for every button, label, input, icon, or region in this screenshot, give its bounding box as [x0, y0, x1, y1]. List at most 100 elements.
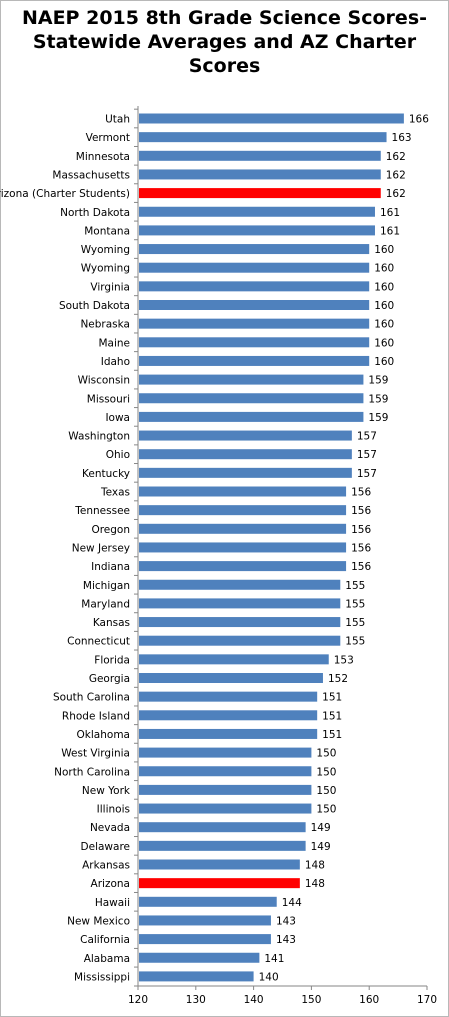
data-label: 151: [322, 710, 342, 722]
category-label: Kentucky: [82, 468, 130, 480]
bar: [139, 393, 364, 404]
category-label: Michigan: [83, 580, 130, 592]
category-label: Delaware: [81, 841, 130, 853]
bar: [139, 132, 387, 143]
bar: [139, 691, 318, 702]
category-label: New York: [82, 785, 131, 797]
bar: [139, 262, 370, 273]
category-label: North Dakota: [60, 207, 130, 219]
data-label: 152: [328, 673, 348, 685]
data-label: 156: [351, 542, 371, 554]
data-label: 161: [380, 225, 400, 237]
data-label: 161: [380, 207, 400, 219]
data-label: 140: [259, 971, 279, 983]
category-label: Idaho: [101, 356, 130, 368]
bar: [139, 505, 347, 516]
bar: [139, 617, 341, 628]
data-label: 159: [368, 375, 388, 387]
data-label: 148: [305, 878, 325, 890]
data-label: 157: [357, 431, 377, 443]
bar: [139, 542, 347, 553]
category-label: Nevada: [90, 822, 130, 834]
bar: [139, 840, 306, 851]
category-label: Indiana: [91, 561, 130, 573]
category-label: Oklahoma: [77, 729, 130, 741]
data-label: 155: [345, 636, 365, 648]
category-label: Rhode Island: [62, 710, 130, 722]
category-label: New Mexico: [67, 915, 130, 927]
category-label: Texas: [100, 487, 130, 499]
category-label: Wyoming: [81, 263, 130, 275]
category-label: Florida: [94, 654, 130, 666]
category-label: Mississippi: [74, 971, 130, 983]
bar: [139, 318, 370, 329]
data-label: 162: [386, 151, 406, 163]
data-label: 141: [264, 953, 284, 965]
data-label: 151: [322, 692, 342, 704]
category-label: Iowa: [105, 412, 130, 424]
bar: [139, 766, 312, 777]
x-tick-label: 140: [244, 994, 264, 1006]
data-label: 149: [311, 822, 331, 834]
bar: [139, 169, 381, 180]
data-label: 157: [357, 468, 377, 480]
category-label: Oregon: [91, 524, 130, 536]
bar: [139, 355, 370, 366]
x-tick-label: 170: [417, 994, 437, 1006]
bar: [139, 449, 352, 460]
category-label: Montana: [84, 225, 130, 237]
bar: [139, 952, 260, 963]
data-label: 150: [316, 766, 336, 778]
bar: [139, 654, 329, 665]
category-label: Arizona (Charter Students): [0, 188, 130, 200]
bar-highlighted: [139, 188, 381, 199]
data-label: 151: [322, 729, 342, 741]
category-label: Connecticut: [67, 636, 130, 648]
bar: [139, 150, 381, 161]
data-label: 160: [374, 263, 394, 275]
data-label: 156: [351, 487, 371, 499]
category-label: Maine: [98, 337, 130, 349]
category-label: Alabama: [84, 953, 130, 965]
data-label: 160: [374, 281, 394, 293]
category-label: Wyoming: [81, 244, 130, 256]
data-label: 159: [368, 393, 388, 405]
x-tick-label: 120: [128, 994, 148, 1006]
data-label: 155: [345, 598, 365, 610]
x-tick-label: 130: [186, 994, 206, 1006]
bar: [139, 523, 347, 534]
chart-title: NAEP 2015 8th Grade Science Scores- Stat…: [21, 7, 428, 77]
bar: [139, 934, 271, 945]
category-label: Kansas: [93, 617, 130, 629]
data-label: 157: [357, 449, 377, 461]
bar: [139, 244, 370, 255]
data-label: 155: [345, 617, 365, 629]
bar: [139, 598, 341, 609]
category-label: South Dakota: [59, 300, 130, 312]
x-tick-label: 150: [301, 994, 321, 1006]
data-label: 153: [334, 654, 354, 666]
category-label: South Carolina: [53, 692, 130, 704]
data-label: 162: [386, 188, 406, 200]
bar: [139, 784, 312, 795]
bar: [139, 635, 341, 646]
bar: [139, 822, 306, 833]
data-label: 150: [316, 785, 336, 797]
category-label: Massachusetts: [52, 169, 130, 181]
category-label: Missouri: [87, 393, 130, 405]
bar: [139, 561, 347, 572]
category-label: Ohio: [106, 449, 130, 461]
category-label: Washington: [68, 431, 130, 443]
category-label: Arkansas: [82, 860, 130, 872]
category-label: Arizona: [91, 878, 130, 890]
bar: [139, 374, 364, 385]
category-label: Hawaii: [95, 897, 130, 909]
category-label: Illinois: [97, 804, 130, 816]
data-label: 143: [276, 934, 296, 946]
data-label: 144: [282, 897, 302, 909]
data-label: 160: [374, 300, 394, 312]
x-tick-label: 160: [359, 994, 379, 1006]
bar: [139, 113, 404, 124]
data-label: 143: [276, 915, 296, 927]
